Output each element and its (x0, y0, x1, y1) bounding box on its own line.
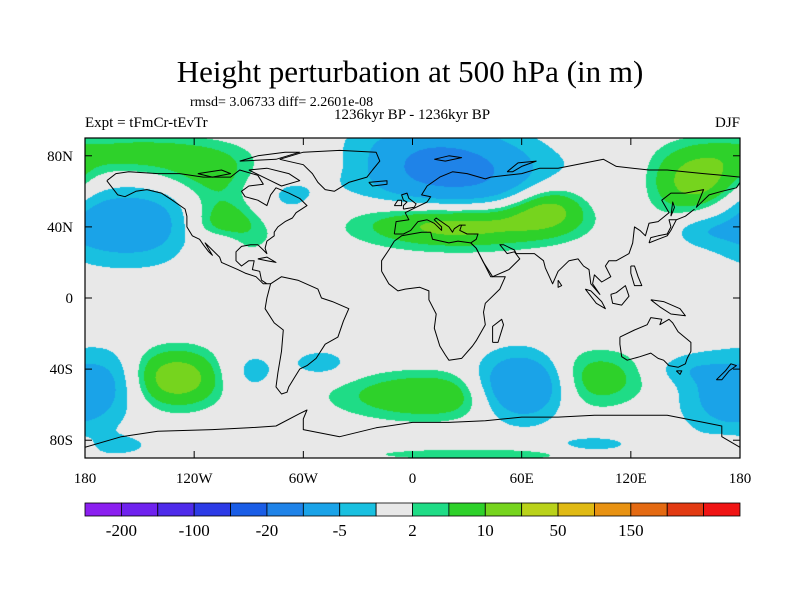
colorbar-swatch (339, 502, 377, 517)
chart-subtitle: rmsd= 3.06733 diff= 2.2601e-08 (190, 95, 373, 110)
coastline-victoria-isl (197, 169, 232, 178)
coastline-philippines (630, 265, 643, 287)
y-tick-label: 40S (50, 362, 73, 378)
coastline-australia (619, 317, 692, 368)
colorbar-swatch (630, 502, 668, 517)
colorbar-swatch (193, 502, 231, 517)
x-tick-label: 120W (176, 471, 214, 487)
coastline-uk (401, 192, 417, 210)
coastline-tasmania (675, 370, 683, 375)
coastline-sakhalin (670, 201, 675, 217)
y-tick-label: 80S (50, 433, 73, 449)
left-label: Expt = tFmCr-tEvTr (85, 115, 208, 131)
colorbar-swatch (448, 502, 486, 517)
height-perturbation-field (85, 138, 740, 458)
coastline-north-america (106, 169, 308, 285)
coastline-hokkaido-kuril (676, 208, 695, 221)
colorbar-swatch (120, 502, 159, 517)
colorbar-label: 50 (550, 521, 567, 540)
colorbar-swatch (703, 502, 741, 517)
colorbar-swatch (666, 502, 705, 517)
colorbar-swatch (594, 502, 632, 517)
map-plot-area (84, 137, 741, 459)
x-tick-label: 180 (729, 471, 752, 487)
x-tick-label: 60W (289, 471, 319, 487)
chart-title: Height perturbation at 500 hPa (in m) (177, 54, 644, 89)
colorbar-swatch (521, 502, 559, 517)
coastline-ireland (393, 199, 403, 207)
colorbar-swatch (484, 502, 523, 517)
coastline-antarctica (85, 409, 740, 448)
colorbar-label: -100 (179, 521, 210, 540)
colorbar-swatch (557, 502, 595, 517)
center-label: 1236kyr BP - 1236kyr BP (334, 107, 490, 123)
coastline-svalbard (434, 155, 463, 162)
colorbar-label: 2 (408, 521, 417, 540)
coastline-ellesmere (239, 151, 301, 162)
colorbar-label: 150 (618, 521, 644, 540)
colorbar-swatch (230, 502, 268, 517)
colorbar-swatch (84, 502, 122, 517)
x-axis: 180 120W 60W 0 60E 120E 180 (74, 138, 752, 487)
coastline-cuba (257, 256, 277, 263)
x-tick-label: 60E (510, 471, 534, 487)
coastlines (85, 149, 740, 448)
x-tick-label: 180 (74, 471, 97, 487)
y-axis: 80N 40N 0 40S 80S (47, 149, 740, 449)
coastline-new-guinea (650, 299, 686, 317)
coastline-eurasia (393, 158, 740, 295)
coastline-new-zealand (715, 363, 737, 381)
x-tick-label: 0 (409, 471, 417, 487)
right-label: DJF (715, 115, 740, 131)
colorbar-label: -5 (333, 521, 347, 540)
y-tick-label: 80N (47, 149, 73, 165)
coastline-africa (381, 231, 506, 361)
coastline-japan (648, 219, 677, 244)
coastline-south-america (264, 276, 350, 395)
colorbar-swatch (157, 502, 195, 517)
y-tick-label: 40N (47, 220, 73, 236)
coastline-borneo (610, 285, 630, 306)
colorbar-label: -200 (106, 521, 137, 540)
colorbar: -200 -100 -20 -5 2 10 50 150 (84, 502, 741, 540)
colorbar-label: 10 (477, 521, 494, 540)
colorbar-swatch (412, 502, 450, 517)
coastline-novaya-zemlya (506, 160, 537, 173)
coastline-greenland (279, 149, 381, 192)
colorbar-swatch (375, 502, 413, 517)
coastline-baffin (248, 167, 301, 187)
coastline-iceland (368, 180, 388, 187)
coastline-indonesia (584, 288, 606, 310)
x-tick-label: 120E (615, 471, 647, 487)
coastline-sri-lanka (557, 279, 563, 288)
coastline-madagascar (492, 318, 504, 343)
colorbar-label: -20 (256, 521, 279, 540)
colorbar-swatch (266, 502, 304, 517)
colorbar-swatch (302, 502, 341, 517)
y-tick-label: 0 (66, 291, 74, 307)
